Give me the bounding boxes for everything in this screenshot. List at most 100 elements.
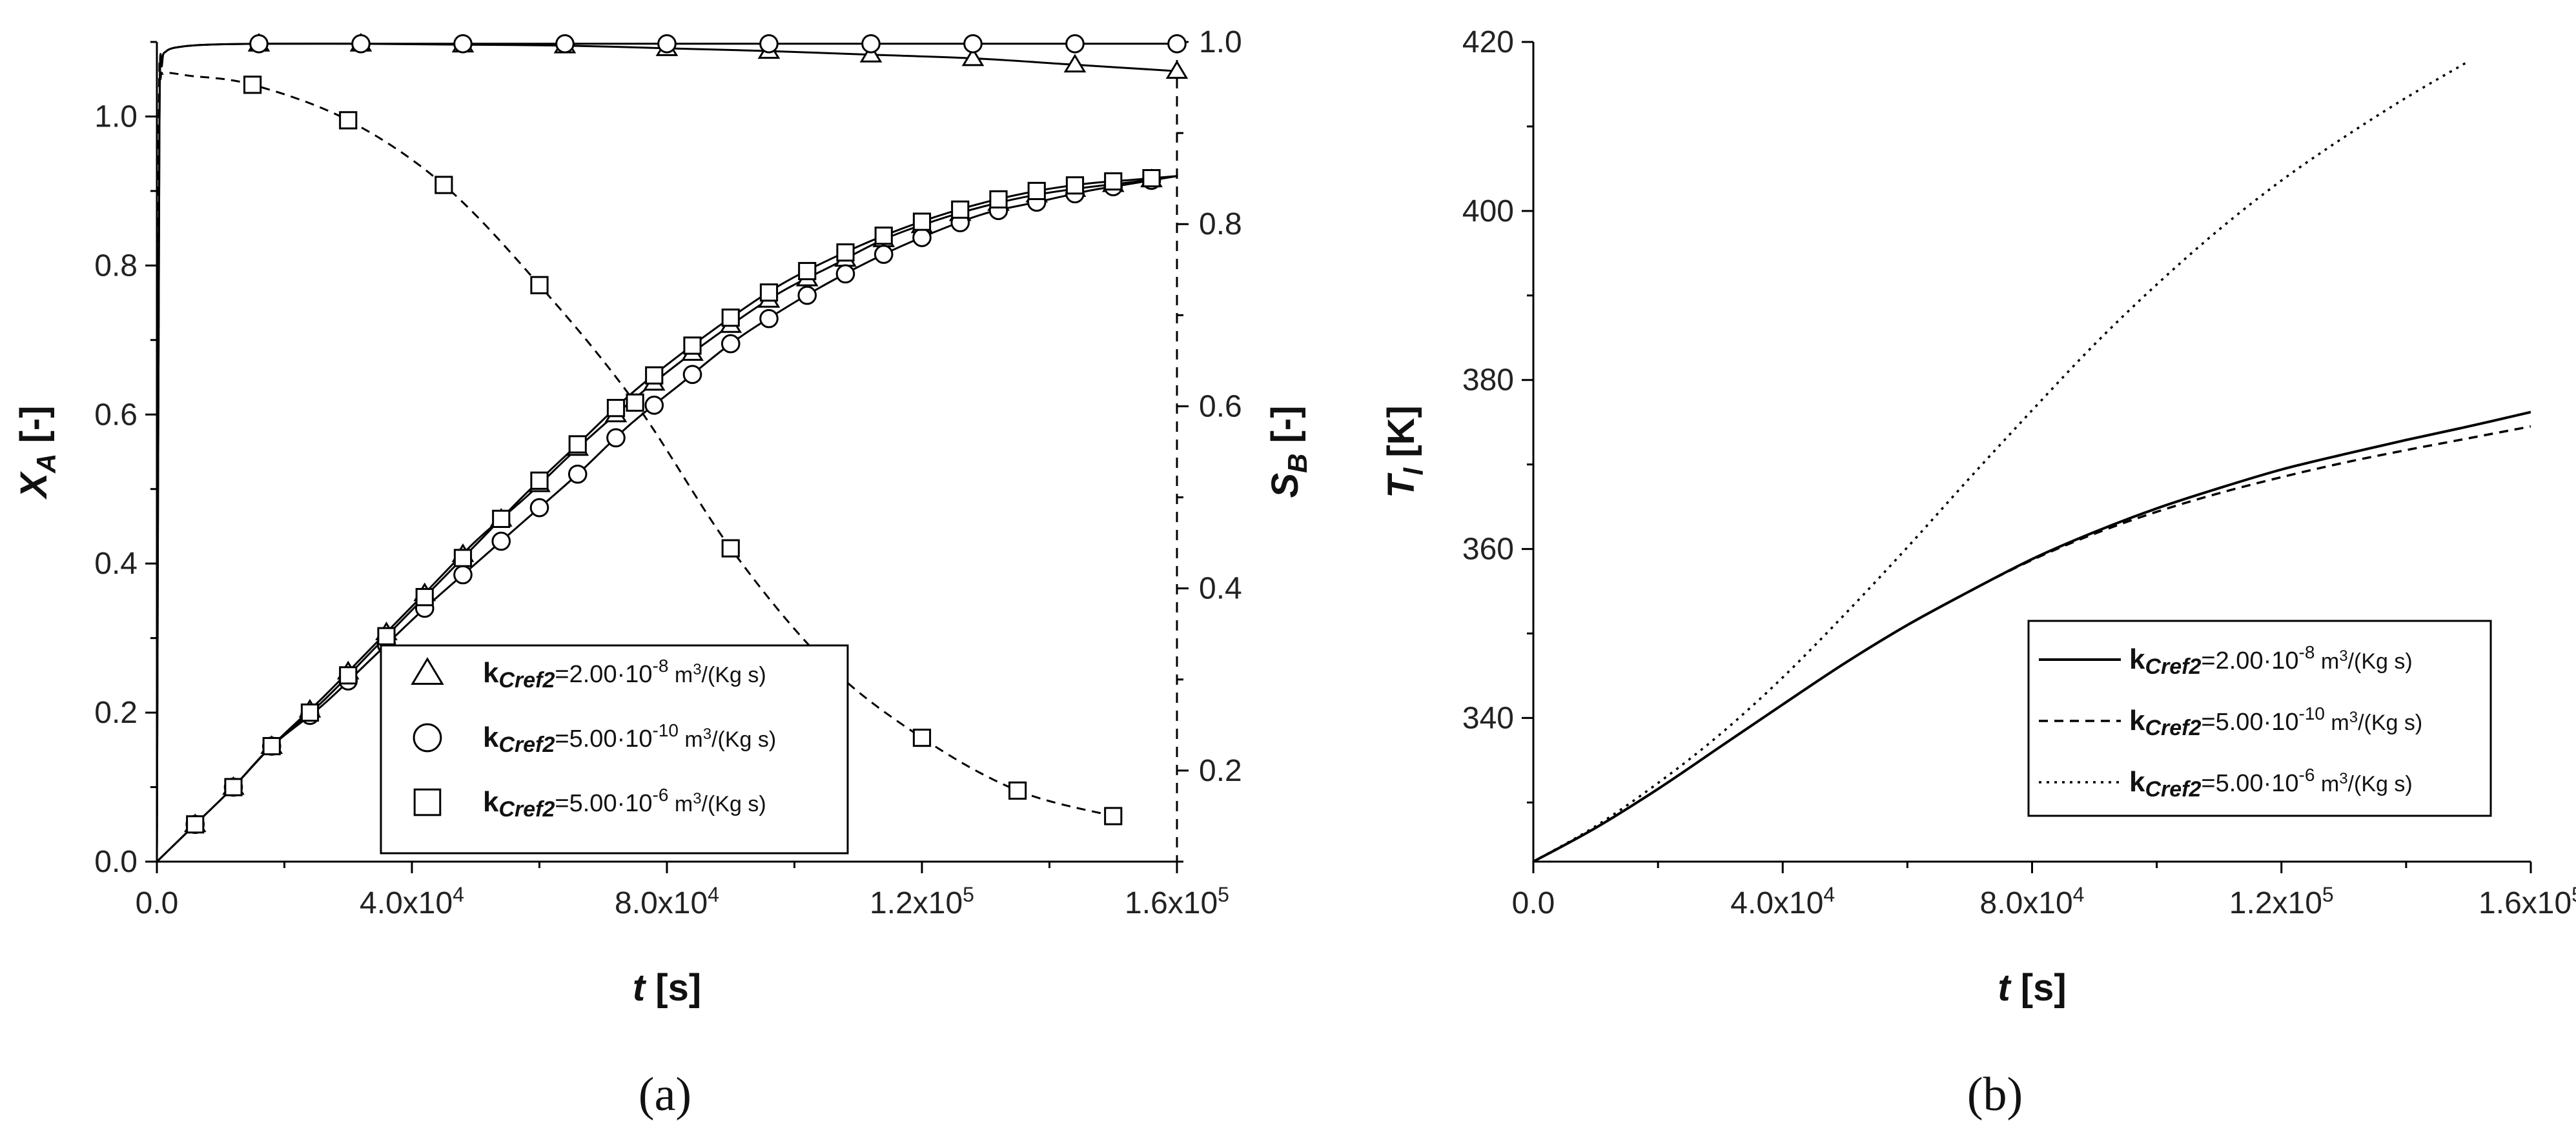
panel-label-b: (b) — [1967, 1068, 2023, 1121]
marker-square — [339, 111, 358, 130]
plot-area-a — [157, 43, 1177, 862]
marker-square — [1027, 181, 1046, 201]
marker-square — [453, 549, 473, 567]
marker-square — [874, 227, 893, 245]
y-tick-label: 380 — [1462, 363, 1514, 398]
marker-square — [262, 736, 281, 756]
legend-b: kCref2=2.00·10-8 m3/(Kg s) kCref2=5.00·10… — [2027, 620, 2492, 817]
marker-square — [798, 261, 817, 281]
marker-square — [530, 276, 549, 294]
marker-circle — [861, 34, 881, 54]
y-right-tick-label: 1.0 — [1199, 25, 1242, 59]
marker-square — [683, 336, 702, 355]
marker-circle — [529, 498, 549, 518]
marker-triangle — [1063, 54, 1087, 73]
legend-box — [2027, 620, 2492, 817]
marker-square — [1065, 176, 1085, 195]
x-axis-title: t [s] — [633, 967, 701, 1009]
plot-area-b — [1533, 60, 2531, 862]
marker-circle — [657, 34, 677, 54]
marker-square — [186, 815, 205, 834]
legend-box — [380, 644, 849, 855]
marker-square — [377, 627, 396, 645]
marker-square — [339, 666, 358, 685]
y-axis-title: Tl [K] — [1380, 405, 1429, 498]
marker-triangle — [961, 47, 985, 66]
marker-square — [1104, 807, 1123, 825]
marker-square — [721, 309, 740, 327]
marker-square — [759, 283, 779, 302]
marker-square — [1142, 169, 1161, 188]
y-axis-right-title: SB [-] — [1264, 405, 1313, 498]
y-left-tick-label: 0.8 — [94, 248, 138, 283]
x-tick-label: 0.0 — [1512, 886, 1555, 920]
marker-square — [492, 509, 511, 529]
x-tick-label: 8.0x104 — [1980, 883, 2085, 920]
legend-marker-square — [413, 788, 442, 816]
marker-circle — [835, 264, 855, 284]
marker-triangle — [1165, 60, 1189, 79]
marker-circle — [1065, 34, 1085, 54]
marker-circle — [555, 34, 575, 54]
marker-square — [1104, 172, 1123, 191]
legend-label: kCref2=5.00·10-6 m3/(Kg s) — [483, 785, 766, 822]
legend-label: kCref2=5.00·10-6 m3/(Kg s) — [2129, 765, 2413, 802]
marker-circle — [759, 34, 779, 54]
marker-circle — [721, 334, 741, 354]
series-line-dashed — [1533, 425, 2531, 862]
x-tick-label: 1.2x105 — [870, 883, 974, 920]
series-line-square-right — [157, 59, 1114, 862]
legend-label: kCref2=2.00·10-8 m3/(Kg s) — [2129, 642, 2413, 679]
marker-circle — [682, 365, 702, 385]
marker-square — [645, 366, 664, 385]
marker-square — [434, 176, 453, 194]
marker-square — [606, 399, 626, 418]
marker-circle — [963, 34, 983, 54]
marker-circle — [491, 531, 511, 551]
marker-triangle — [859, 43, 883, 63]
marker-square — [224, 778, 243, 796]
legend-label: kCref2=5.00·10-10 m3/(Kg s) — [483, 720, 776, 757]
y-right-tick-label: 0.2 — [1199, 754, 1242, 788]
y-left-tick-label: 0.0 — [94, 845, 138, 879]
marker-circle — [351, 34, 371, 54]
marker-square — [836, 243, 855, 262]
marker-circle — [249, 34, 269, 54]
marker-square — [415, 588, 434, 607]
y-left-tick-label: 0.2 — [94, 696, 138, 730]
legend-a: kCref2=2.00·10-8 m3/(Kg s) kCref2=5.00·10… — [380, 644, 849, 855]
marker-circle — [567, 464, 588, 484]
x-tick-label: 0.0 — [136, 886, 179, 920]
legend-label: kCref2=2.00·10-8 m3/(Kg s) — [483, 656, 766, 693]
series-line-dotted — [1533, 60, 2469, 862]
marker-circle — [453, 565, 473, 585]
x-tick-label: 1.6x105 — [2479, 883, 2576, 920]
legend-marker-circle — [413, 723, 442, 753]
x-tick-label: 4.0x104 — [360, 883, 464, 920]
y-axis-left-title: XA [-] — [13, 405, 61, 500]
marker-circle — [874, 245, 894, 264]
legend-label: kCref2=5.00·10-10 m3/(Kg s) — [2129, 704, 2422, 740]
marker-circle — [1167, 34, 1187, 54]
y-tick-label: 340 — [1462, 701, 1514, 735]
panel-label-a: (a) — [639, 1068, 691, 1121]
marker-square — [912, 728, 932, 747]
y-tick-label: 360 — [1462, 532, 1514, 567]
marker-circle — [453, 34, 473, 54]
y-left-tick-label: 0.6 — [94, 398, 138, 432]
marker-square — [912, 212, 932, 231]
chart-panel-a: 0.0 4.0x104 8.0x104 1.2x105 1.6x105 0.0 0.2 0.4… — [13, 25, 1313, 1121]
y-right-tick-label: 0.6 — [1199, 389, 1242, 423]
x-axis-title: t [s] — [1998, 967, 2066, 1009]
marker-circle — [797, 285, 817, 305]
marker-square — [243, 76, 262, 94]
marker-circle — [644, 396, 664, 415]
x-tick-label: 1.2x105 — [2229, 883, 2334, 920]
marker-square — [1008, 781, 1027, 800]
chart-panel-b: 0.0 4.0x104 8.0x104 1.2x105 1.6x105 340 360 380… — [1380, 25, 2576, 1121]
x-tick-label: 8.0x104 — [615, 883, 719, 920]
marker-square — [989, 190, 1008, 208]
marker-square — [568, 435, 587, 454]
y-right-tick-label: 0.4 — [1199, 572, 1242, 606]
